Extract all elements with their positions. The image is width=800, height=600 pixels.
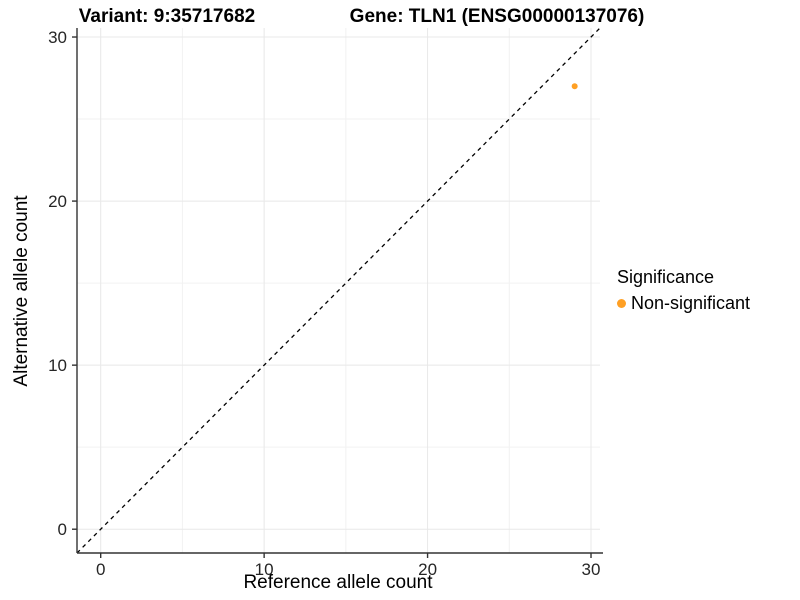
legend-title: Significance	[617, 267, 715, 287]
variant-title: Variant: 9:35717682	[78, 6, 256, 27]
x-axis-title: Reference allele count	[243, 572, 433, 593]
identity-line	[76, 27, 601, 554]
y-tick-label: 10	[48, 356, 67, 375]
legend-item-label: Non-significant	[631, 293, 751, 313]
x-tick-label: 10	[255, 560, 274, 579]
y-tick-label: 30	[48, 28, 67, 47]
x-tick-label: 20	[418, 560, 437, 579]
y-axis-title: Alternative allele count	[11, 195, 32, 387]
y-tick-label: 0	[58, 520, 67, 539]
y-tick-label: 20	[48, 192, 67, 211]
x-tick-label: 0	[96, 560, 105, 579]
legend-item: Non-significant	[617, 293, 750, 314]
gene-title: Gene: TLN1 (ENSG00000137076)	[349, 6, 645, 27]
legend-key-dot-icon	[617, 299, 626, 308]
x-tick-label: 30	[582, 560, 601, 579]
legend: Significance Non-significant	[617, 267, 750, 314]
data-point	[571, 83, 578, 90]
